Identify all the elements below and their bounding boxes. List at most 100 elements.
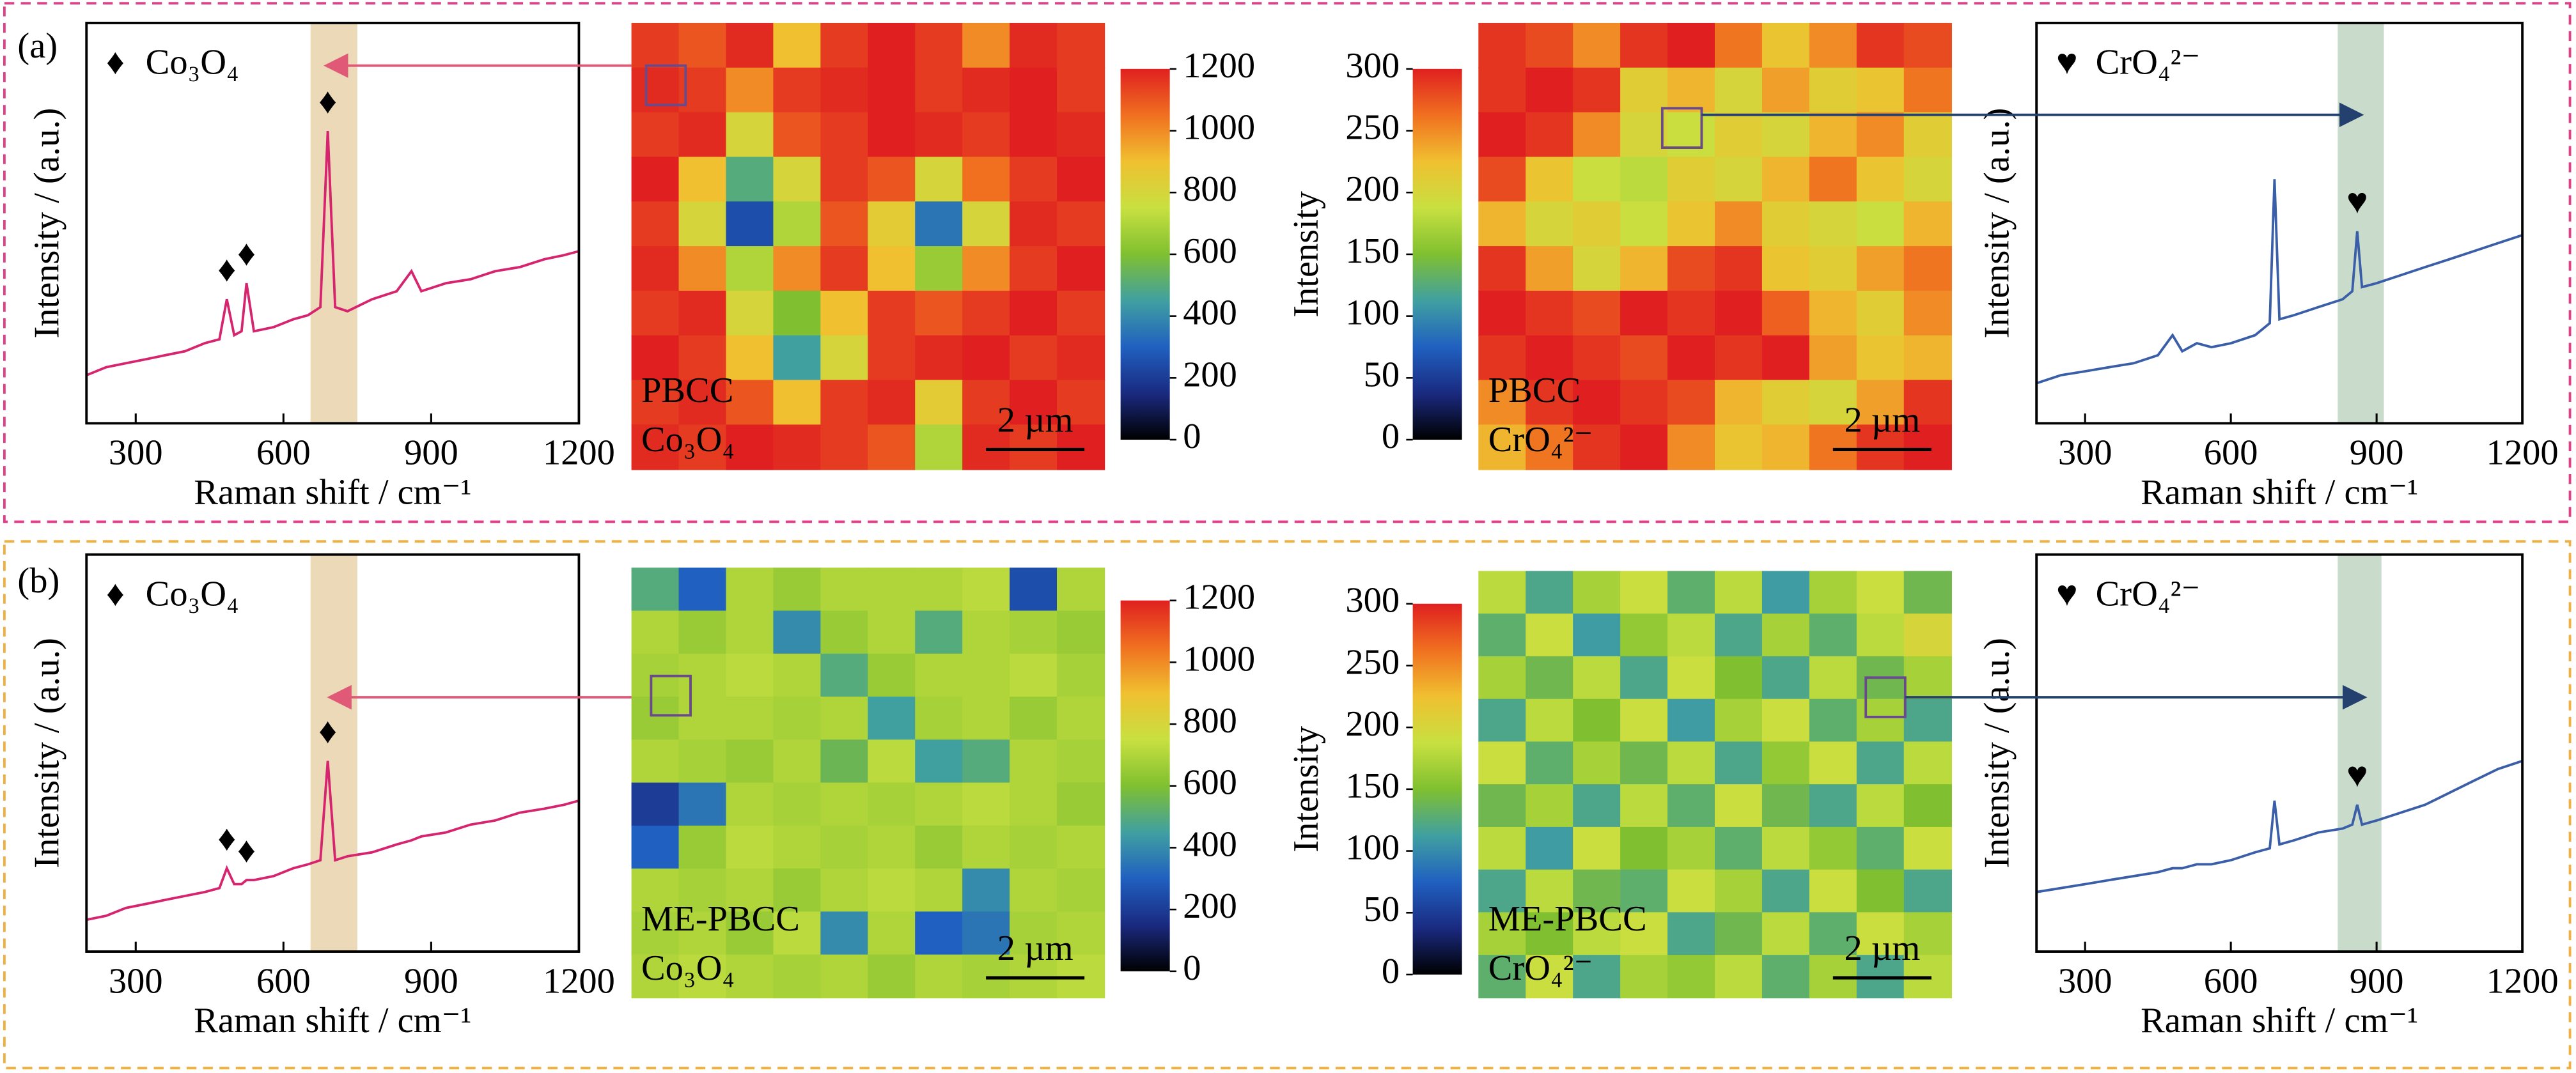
- map-cell: [1714, 955, 1763, 999]
- colorbar-tick-label: 400: [1183, 824, 1237, 864]
- map-cell: [1714, 912, 1763, 956]
- map-cell: [1057, 246, 1105, 292]
- map-cell: [915, 567, 964, 612]
- map-cell: [868, 954, 916, 999]
- map-cell: [962, 424, 1011, 470]
- map-cell: [1903, 741, 1952, 785]
- map-cell: [1573, 741, 1621, 785]
- y-axis-label: Intensity / (a.u.): [27, 108, 67, 339]
- map-cell: [1761, 614, 1811, 658]
- map-cell: [1856, 424, 1905, 470]
- map-cell: [1057, 567, 1105, 612]
- map-cell: [1903, 614, 1952, 658]
- map-cell: [1761, 335, 1811, 381]
- map-cell: [1667, 246, 1716, 292]
- map-cell: [1573, 335, 1621, 381]
- map-cell: [1903, 246, 1952, 292]
- map-cell: [1620, 614, 1669, 658]
- map-cell: [1667, 112, 1716, 158]
- map-cell: [1526, 955, 1574, 999]
- map-cell: [1573, 869, 1621, 913]
- map-cell: [1620, 290, 1669, 337]
- map-cell: [678, 22, 727, 69]
- map-cell: [1620, 112, 1669, 158]
- map-cell: [1478, 112, 1527, 158]
- map-cell: [962, 157, 1011, 203]
- colorbar-tick-label: 0: [1382, 417, 1400, 456]
- colorbar-tick-label: 150: [1345, 766, 1400, 806]
- map-cell: [1010, 868, 1058, 913]
- selection-box: [644, 64, 687, 107]
- map-label: CrO₄²⁻: [1488, 948, 1593, 988]
- map-cell: [1856, 335, 1905, 381]
- map-cell: [1761, 955, 1811, 999]
- map-cell: [915, 157, 964, 203]
- colorbar-tick-label: 800: [1183, 701, 1237, 741]
- map-cell: [1809, 157, 1858, 203]
- map-cell: [1714, 246, 1763, 292]
- map-cell: [726, 22, 774, 69]
- map-cell: [1856, 67, 1905, 113]
- peak-marker: ♦: [318, 712, 337, 752]
- map-cell: [631, 157, 680, 203]
- map-cell: [1809, 741, 1858, 785]
- map-cell: [962, 697, 1011, 741]
- map-cell: [1667, 656, 1716, 700]
- map-cell: [1809, 335, 1858, 381]
- map-cell: [678, 739, 727, 784]
- map-label: Co₃O₄: [641, 948, 735, 988]
- map-cell: [1573, 290, 1621, 337]
- map-cell: [1809, 869, 1858, 913]
- map-label: PBCC: [641, 371, 733, 410]
- map-cell: [1057, 335, 1105, 381]
- map-cell: [1856, 741, 1905, 785]
- map-cell: [1856, 380, 1905, 426]
- map-cell: [1620, 784, 1669, 828]
- map-cell: [631, 246, 680, 292]
- map-cell: [1809, 246, 1858, 292]
- map-cell: [1714, 22, 1763, 69]
- map-cell: [868, 697, 916, 741]
- map-cell: [631, 782, 680, 827]
- map-cell: [1478, 741, 1527, 785]
- map-cell: [1620, 955, 1669, 999]
- map-cell: [1809, 571, 1858, 615]
- map-cell: [1620, 424, 1669, 470]
- map-cell: [962, 782, 1011, 827]
- map-cell: [1667, 335, 1716, 381]
- map-cell: [868, 201, 916, 247]
- map-cell: [915, 335, 964, 381]
- map-cell: [678, 335, 727, 381]
- spectrum-line: [2036, 759, 2523, 893]
- map-cell: [1714, 424, 1763, 470]
- x-tick-label: 600: [256, 961, 311, 1001]
- map-cell: [1620, 201, 1669, 247]
- map-cell: [1856, 157, 1905, 203]
- map-cell: [1057, 653, 1105, 698]
- map-cell: [678, 782, 727, 827]
- map-cell: [773, 911, 822, 955]
- map-cell: [868, 157, 916, 203]
- colorbar-tick-label: 250: [1345, 642, 1400, 682]
- map-cell: [868, 739, 916, 784]
- peak-marker: ♦: [318, 82, 337, 121]
- colorbar-tick-label: 100: [1345, 828, 1400, 868]
- map-cell: [820, 67, 869, 113]
- plot-frame: [2035, 553, 2524, 953]
- panel-label: (a): [17, 26, 58, 66]
- map-cell: [1573, 22, 1621, 69]
- map-cell: [1057, 112, 1105, 158]
- map-cell: [1761, 424, 1811, 470]
- map-cell: [631, 739, 680, 784]
- map-cell: [1667, 157, 1716, 203]
- map-cell: [1478, 614, 1527, 658]
- colorbar-tick-label: 400: [1183, 293, 1237, 333]
- map-cell: [915, 782, 964, 827]
- map-cell: [1809, 424, 1858, 470]
- map-cell: [1526, 912, 1574, 956]
- map-cell: [1903, 380, 1952, 426]
- map-cell: [1526, 784, 1574, 828]
- map-cell: [1057, 22, 1105, 69]
- map-cell: [631, 610, 680, 655]
